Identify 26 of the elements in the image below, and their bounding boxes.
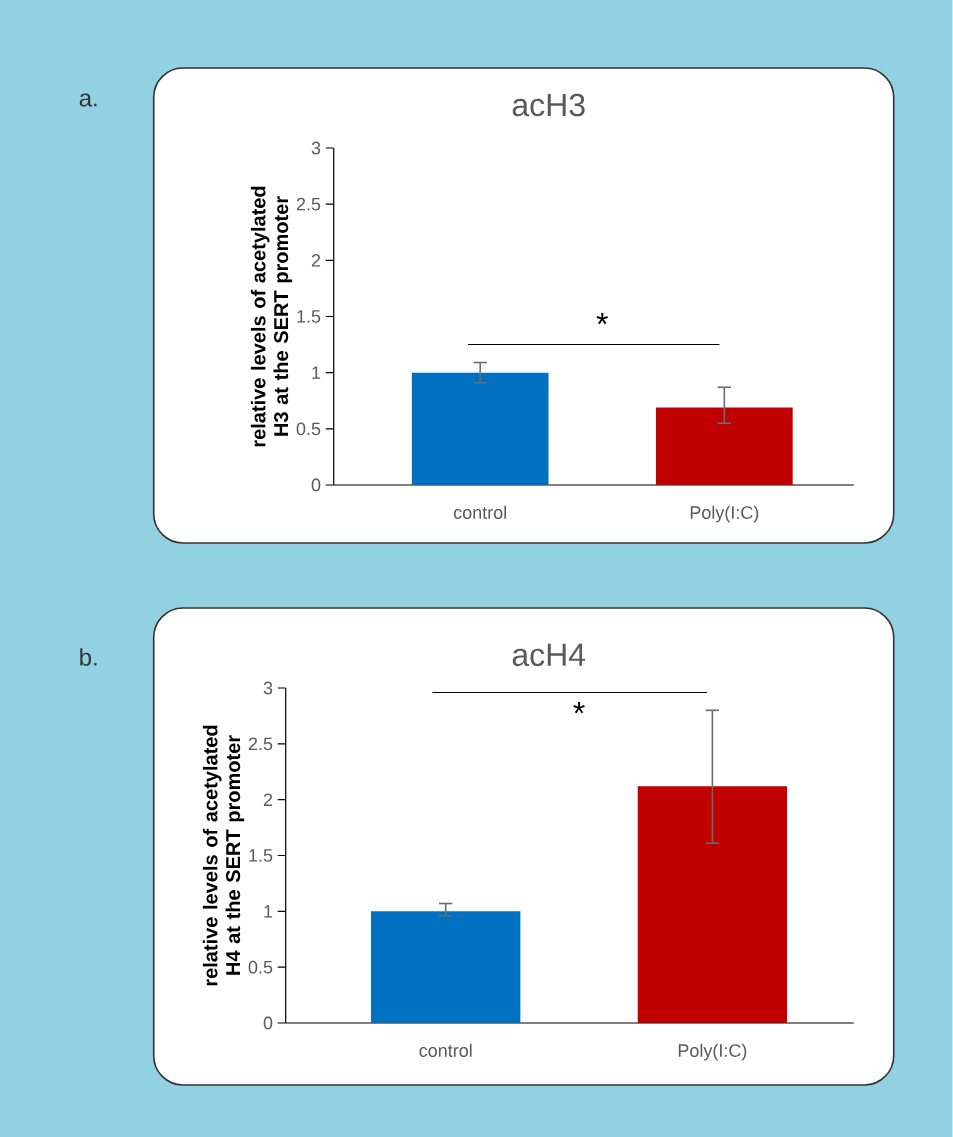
y-tick-label: 1 [264, 905, 273, 918]
y-tick-label: 0 [311, 478, 321, 492]
y-tick-label: 1 [312, 366, 321, 379]
x-tick-label: Poly(I:C) [679, 1043, 747, 1061]
y-tick-label: 3 [263, 681, 273, 695]
text: b. [80, 648, 97, 666]
text: a. [79, 93, 97, 107]
y-tick-label: 2 [264, 793, 273, 806]
y-tick-label: 3 [311, 141, 321, 155]
annotation: * [596, 312, 609, 325]
x-tick-label: control [454, 505, 507, 519]
chart-title: acH4 [512, 643, 586, 667]
x-tick-label: Poly(I:C) [690, 505, 759, 523]
x-tick-label: control [419, 1043, 472, 1057]
y-axis-title: relative levels of acetylated H3 at the SERT promoter [250, 186, 293, 447]
y-axis-title: relative levels of acetylated H4 at the SERT promoter [202, 725, 245, 986]
chart-title: acH3 [512, 93, 585, 117]
y-tick-label: 0.5 [296, 422, 321, 436]
y-tick-label: 2.5 [249, 737, 273, 751]
y-tick-label: 0 [263, 1016, 273, 1030]
annotation: * [573, 702, 585, 714]
y-tick-label: 2 [312, 254, 321, 267]
y-tick-label: 1.5 [249, 849, 273, 862]
y-tick-label: 1.5 [297, 310, 321, 323]
y-tick-label: 2.5 [297, 197, 321, 211]
y-tick-label: 0.5 [248, 960, 273, 974]
